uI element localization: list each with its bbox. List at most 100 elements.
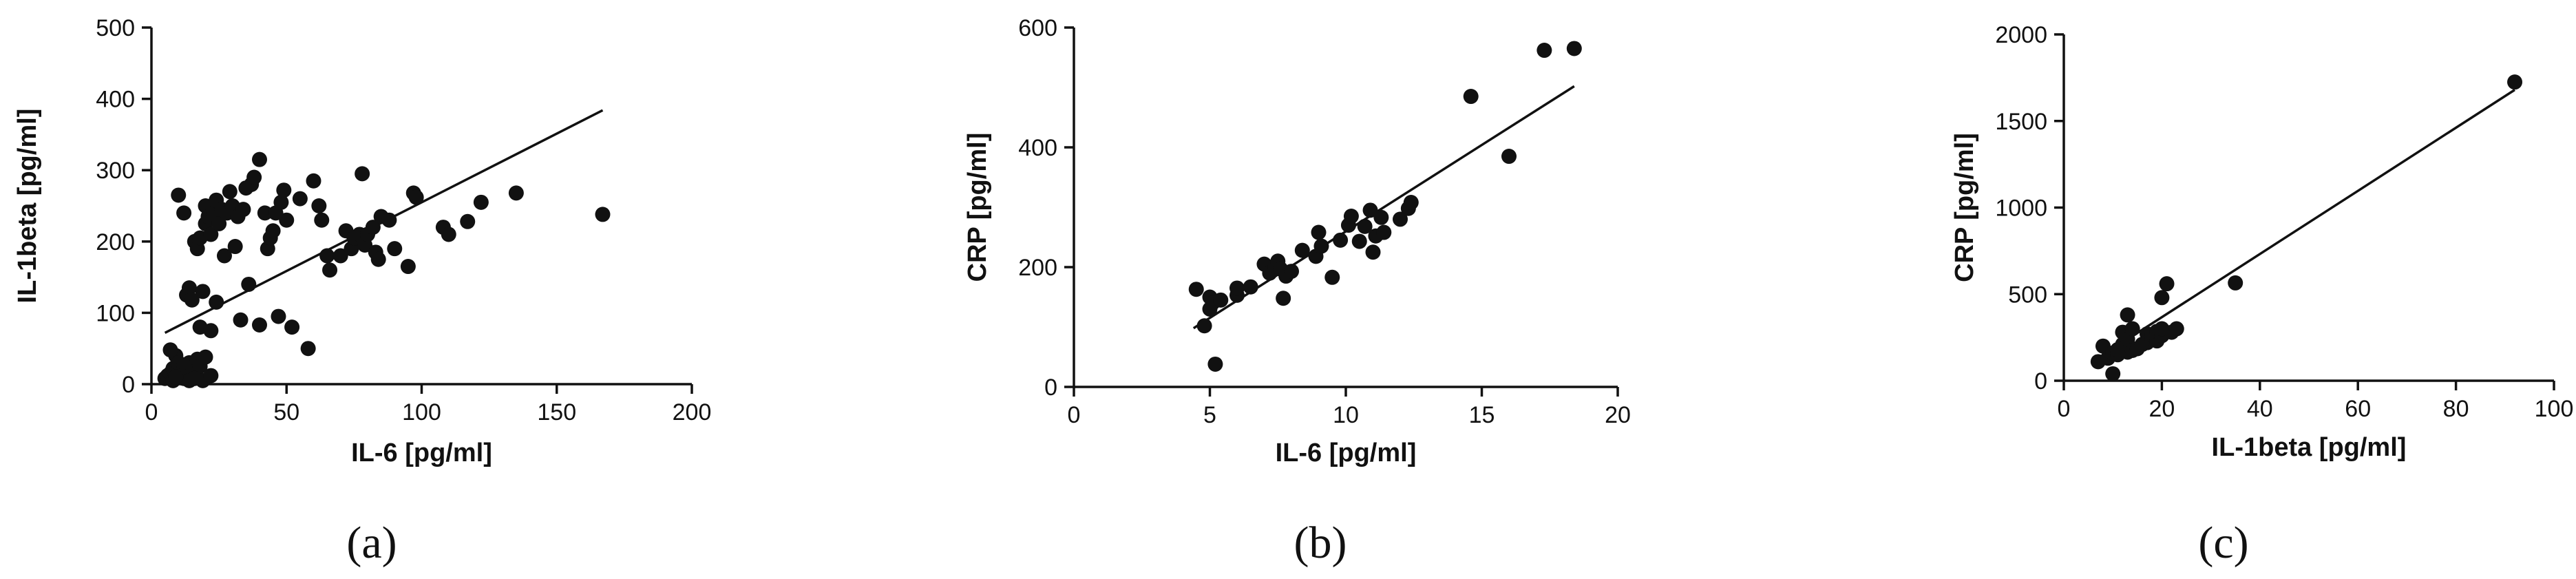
panel-a-data-point	[195, 284, 211, 299]
panel-c-y-tick-label: 0	[2034, 368, 2047, 394]
panel-a-data-point	[198, 349, 213, 365]
panel-b-data-point	[1373, 209, 1389, 225]
panel-a-data-point	[187, 370, 202, 386]
panel-c-x-tick-label: 0	[2058, 396, 2071, 422]
panel-c-y-tick-label: 500	[2008, 282, 2047, 308]
panel-b-data-point	[1213, 292, 1229, 308]
panel-b-data-point	[1324, 269, 1340, 285]
panel-a-y-axis-label: IL-1beta [pg/ml]	[13, 109, 42, 304]
panel-label-c: (c)	[2198, 518, 2248, 568]
panel-a-data-point	[311, 198, 327, 213]
panel-b-x-tick-label: 5	[1203, 402, 1216, 428]
panel-c-x-tick-label: 20	[2149, 396, 2175, 422]
panel-c-data-point	[2124, 321, 2140, 337]
panel-label-b: (b)	[1294, 518, 1347, 568]
panel-a-y-tick-label: 500	[96, 15, 135, 41]
panel-a-data-point	[181, 280, 197, 296]
panel-a-data-point	[235, 202, 251, 218]
panel-b-y-tick-label: 400	[1018, 135, 1057, 161]
panel-c-data-point	[2120, 307, 2135, 323]
panel-a-data-point	[209, 294, 224, 310]
panel-b-data-point	[1351, 233, 1367, 249]
panel-a-data-point	[365, 220, 381, 235]
panel-a-data-point	[252, 151, 267, 167]
panel-a-data-point	[222, 184, 237, 200]
panel-c-y-axis-label: CRP [pg/ml]	[1950, 133, 1979, 282]
panel-a-x-tick-label: 100	[402, 399, 441, 425]
panel-a-data-point	[176, 205, 192, 221]
panel-a-x-tick-label: 0	[145, 399, 158, 425]
panel-b-data-point	[1311, 224, 1327, 240]
panel-b-data-point	[1333, 232, 1349, 248]
panel-b-data-point	[1537, 43, 1552, 59]
panel-a-data-point	[168, 369, 184, 385]
panel-b-data-point	[1196, 318, 1212, 334]
panel-b-data-point	[1313, 238, 1329, 254]
panel-a-data-point	[332, 248, 348, 264]
panel-a-x-tick-label: 200	[673, 399, 712, 425]
panel-a-y-tick-label: 100	[96, 300, 135, 326]
panel-a-data-point	[227, 239, 243, 255]
panel-a-x-axis-label: IL-6 [pg/ml]	[351, 439, 492, 467]
panel-b-x-tick-label: 10	[1333, 402, 1359, 428]
panel-b-data-point	[1376, 224, 1392, 240]
panel-a-data-point	[595, 207, 611, 222]
panel-a-data-point	[306, 173, 321, 189]
panel-b-data-point	[1243, 279, 1258, 295]
panel-a-data-point	[203, 323, 219, 339]
panel-a-data-point	[241, 276, 257, 292]
panel-a-data-point	[271, 308, 286, 324]
panel-c-y-tick-label: 2000	[1995, 22, 2047, 48]
panel-c-data-point	[2168, 321, 2184, 337]
panel-b-x-tick-label: 20	[1605, 402, 1631, 428]
panel-b-y-tick-label: 200	[1018, 255, 1057, 281]
panel-c-x-tick-label: 100	[2535, 396, 2574, 422]
panel-a-scatter-plot: 0 50 100 150 200 0 100 200 300 400 500 IL-6 [pg/ml]…	[13, 15, 711, 467]
panel-c-regression-line	[2097, 89, 2515, 359]
panel-c-x-tick-label: 80	[2443, 396, 2469, 422]
panel-a-data-point	[355, 166, 370, 182]
panel-a-data-point	[216, 248, 232, 264]
panel-a-data-point	[265, 223, 281, 239]
panel-a-data-point	[203, 227, 219, 242]
panel-b-data-point	[1343, 209, 1359, 224]
panel-c-data-point	[2228, 275, 2244, 291]
panel-c-y-tick-label: 1500	[1995, 109, 2047, 135]
panel-b-data-point	[1207, 356, 1223, 372]
panel-a-data-point	[233, 312, 249, 328]
panel-b-data-point	[1566, 41, 1582, 56]
panel-a-data-point	[184, 292, 200, 308]
panel-a-data-point	[460, 213, 476, 229]
panel-b-data-point	[1357, 218, 1373, 234]
panel-a-data-point	[276, 182, 292, 198]
panel-a-data-point	[319, 248, 335, 264]
panel-c-data-point	[2507, 74, 2523, 90]
panel-a-y-tick-label: 300	[96, 158, 135, 184]
panel-b-data-point	[1463, 89, 1479, 105]
panel-a-data-point	[300, 341, 316, 357]
panel-c-x-axis-label: IL-1beta [pg/ml]	[2212, 433, 2407, 462]
panel-label-a: (a)	[346, 518, 397, 568]
panel-a-data-point	[284, 319, 300, 335]
panel-a-data-point	[279, 212, 295, 228]
panel-b-data-point	[1362, 202, 1378, 218]
panel-a-y-tick-label: 0	[122, 372, 135, 398]
panel-b-x-tick-label: 15	[1469, 402, 1495, 428]
panel-a-data-point	[441, 227, 456, 242]
panel-a-data-point	[257, 205, 273, 221]
panel-b-data-point	[1403, 195, 1419, 211]
panel-a-x-tick-label: 50	[273, 399, 299, 425]
panel-a-data-point	[381, 212, 397, 228]
panel-a-data-point	[408, 189, 424, 205]
panel-a-x-tick-label: 150	[537, 399, 576, 425]
panel-a-data-point	[322, 262, 338, 278]
panel-b-y-tick-label: 0	[1044, 375, 1057, 401]
panel-c-y-tick-label: 1000	[1995, 196, 2047, 222]
panel-c-x-tick-label: 40	[2247, 396, 2273, 422]
panel-b-data-point	[1365, 244, 1381, 260]
panel-b-data-point	[1276, 291, 1291, 306]
panel-b-data-point	[1188, 282, 1204, 297]
